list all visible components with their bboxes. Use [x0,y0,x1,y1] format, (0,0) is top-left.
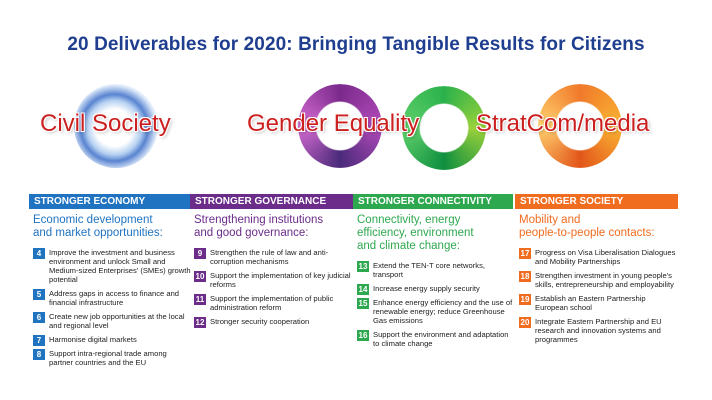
column-band: STRONGER GOVERNANCE [190,194,353,209]
bottom-fade-overlay [0,372,712,400]
item-number: 15 [357,298,369,309]
item-text: Establish an Eastern Partnership Europea… [535,294,646,312]
list-item: 14 Increase energy supply security [353,284,513,295]
item-text: Enhance energy efficiency and the use of… [373,298,513,325]
list-item: 10 Support the implementation of key judi… [190,271,353,289]
crosscutting-banner: Civil Society Gender Equality StratCom/m… [0,84,712,174]
subhead-line: Mobility and [519,214,581,226]
item-number: 19 [519,294,531,305]
item-text: Create new job opportunities at the loca… [49,312,185,330]
item-text: Strengthen investment in young people's … [535,271,674,289]
subhead-line: Economic development [33,214,153,226]
item-number: 16 [357,330,369,341]
gender-equality-ring-graphic [298,84,382,168]
item-number: 4 [33,248,45,259]
item-number: 6 [33,312,45,323]
connectivity-ring-graphic [402,86,486,170]
item-text: Support the implementation of public adm… [210,294,334,312]
list-item: 7 Harmonise digital markets [29,335,192,346]
column-subhead: Economic development and market opportun… [33,214,192,240]
list-item: 19 Establish an Eastern Partnership Europ… [515,294,678,312]
list-item: 18 Strengthen investment in young people'… [515,271,678,289]
list-item: 12 Stronger security cooperation [190,317,353,328]
item-text: Strengthen the rule of law and anti-corr… [210,248,329,266]
subhead-line: Connectivity, energy [357,214,461,226]
stratcom-media-label: StratCom/media [476,110,650,137]
column-band: STRONGER ECONOMY [29,194,192,209]
subhead-line: and climate change: [357,240,460,252]
item-number: 10 [194,271,206,282]
item-number: 5 [33,289,45,300]
list-item: 17 Progress on Visa Liberalisation Dialog… [515,248,678,266]
item-number: 12 [194,317,206,328]
list-item: 16 Support the environment and adaptation… [353,330,513,348]
list-item: 15 Enhance energy efficiency and the use … [353,298,513,325]
subhead-line: efficiency, environment [357,227,474,239]
column-band: STRONGER SOCIETY [515,194,678,209]
item-text: Stronger security cooperation [210,317,310,326]
item-number: 11 [194,294,206,305]
list-item: 11 Support the implementation of public a… [190,294,353,312]
item-number: 8 [33,349,45,360]
subhead-line: and market opportunities: [33,227,163,239]
item-text: Improve the investment and business envi… [49,248,191,284]
column-stronger-connectivity: STRONGER CONNECTIVITY Connectivity, ener… [353,194,513,353]
civil-society-ring-graphic [74,84,158,168]
column-subhead: Mobility and people-to-people contacts: [519,214,678,240]
list-item: 20 Integrate Eastern Partnership and EU r… [515,317,678,344]
list-item: 9 Strengthen the rule of law and anti-cor… [190,248,353,266]
civil-society-label: Civil Society [40,110,171,137]
subhead-line: people-to-people contacts: [519,227,655,239]
column-subhead: Connectivity, energy efficiency, environ… [357,214,513,253]
list-item: 4 Improve the investment and business env… [29,248,192,284]
list-item: 13 Extend the TEN-T core networks, transp… [353,261,513,279]
column-stronger-economy: STRONGER ECONOMY Economic development an… [29,194,192,372]
item-text: Support the environment and adaptation t… [373,330,509,348]
item-text: Extend the TEN-T core networks, transpor… [373,261,485,279]
column-stronger-society: STRONGER SOCIETY Mobility and people-to-… [515,194,678,349]
item-text: Support the implementation of key judici… [210,271,351,289]
column-band: STRONGER CONNECTIVITY [353,194,513,209]
item-number: 13 [357,261,369,272]
list-item: 8 Support intra-regional trade among part… [29,349,192,367]
item-text: Integrate Eastern Partnership and EU res… [535,317,662,344]
column-subhead: Strengthening institutions and good gove… [194,214,353,240]
item-number: 9 [194,248,206,259]
item-number: 7 [33,335,45,346]
item-text: Harmonise digital markets [49,335,137,344]
list-item: 6 Create new job opportunities at the loc… [29,312,192,330]
subhead-line: Strengthening institutions [194,214,324,226]
item-number: 14 [357,284,369,295]
item-number: 18 [519,271,531,282]
column-stronger-governance: STRONGER GOVERNANCE Strengthening instit… [190,194,353,331]
item-text: Address gaps in access to finance and fi… [49,289,180,307]
item-number: 17 [519,248,531,259]
item-text: Progress on Visa Liberalisation Dialogue… [535,248,676,266]
gender-equality-label: Gender Equality [247,110,420,137]
item-text: Support intra-regional trade among partn… [49,349,167,367]
stratcom-ring-graphic [538,84,622,168]
item-number: 20 [519,317,531,328]
page-title: 20 Deliverables for 2020: Bringing Tangi… [67,34,645,55]
list-item: 5 Address gaps in access to finance and f… [29,289,192,307]
subhead-line: and good governance: [194,227,309,239]
item-text: Increase energy supply security [373,284,480,293]
